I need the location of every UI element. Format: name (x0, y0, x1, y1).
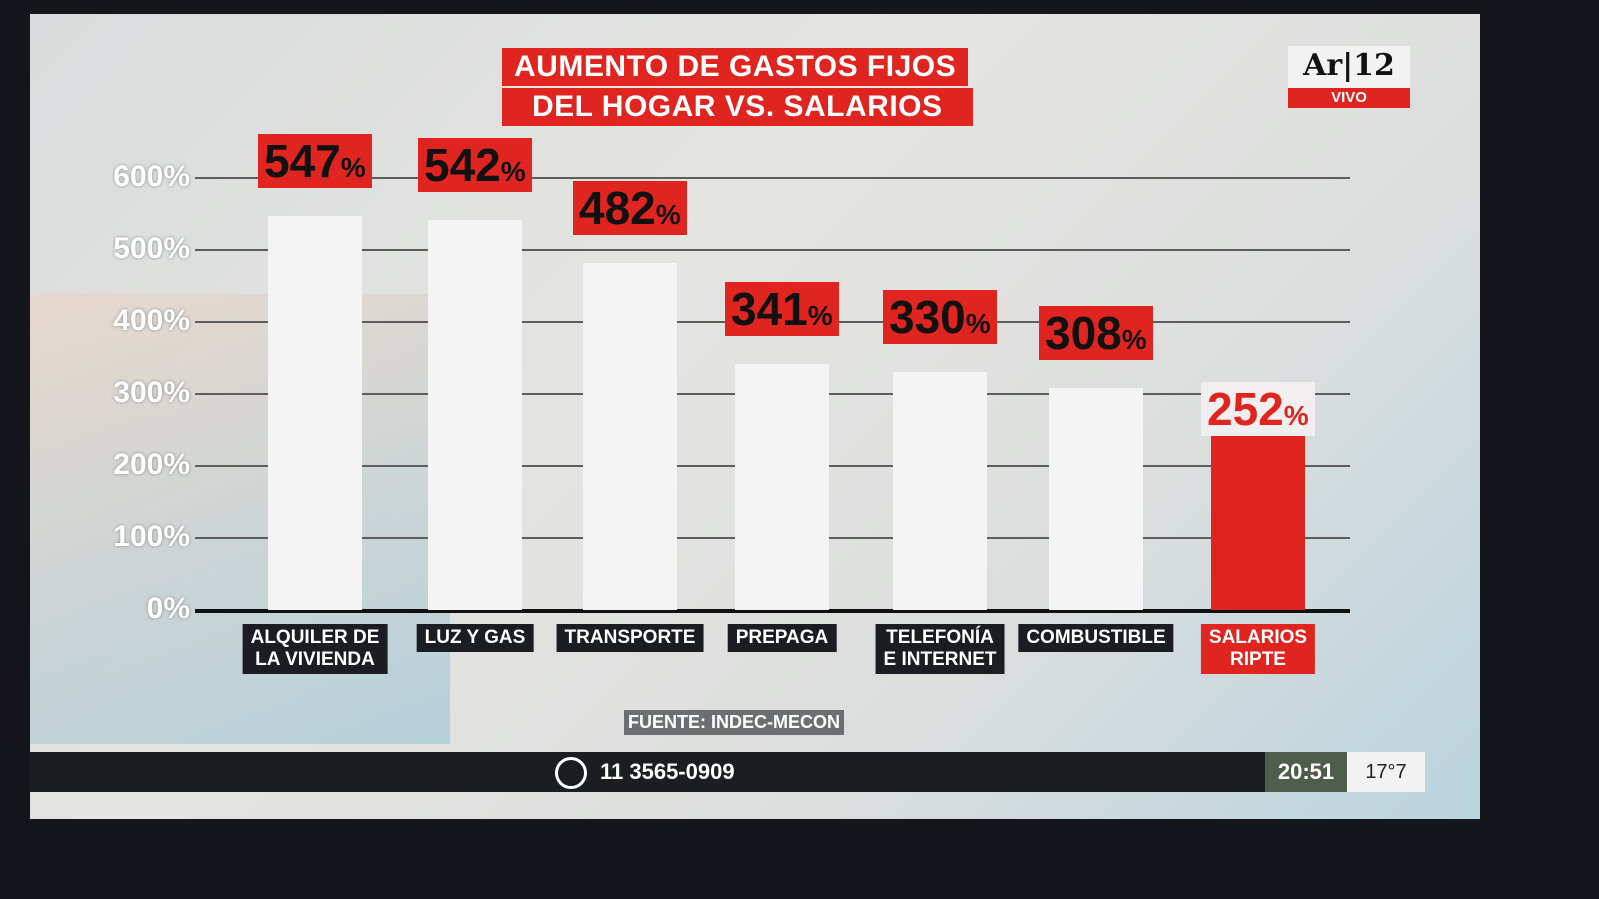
chart-title-line-2: DEL HOGAR VS. SALARIOS (502, 88, 973, 126)
bar-1 (268, 216, 362, 610)
ticker-bar: 11 3565-0909 (30, 752, 1265, 792)
value-unit: % (655, 198, 681, 230)
category-label: COMBUSTIBLE (1018, 624, 1174, 652)
value-label: 482% (573, 180, 687, 235)
value-unit: % (500, 155, 526, 187)
y-tick-label: 500% (113, 232, 190, 265)
category-label: TELEFONÍA E INTERNET (875, 624, 1005, 674)
category-label: ALQUILER DE LA VIVIENDA (242, 624, 388, 674)
gridline (195, 249, 1350, 251)
category-label: LUZ Y GAS (416, 624, 534, 652)
source-label: FUENTE: INDEC-MECON (624, 710, 844, 735)
category-label: SALARIOS RIPTE (1200, 624, 1316, 674)
y-tick-label: 0% (146, 592, 190, 625)
clock: 20:51 (1265, 752, 1347, 792)
x-axis-line (195, 609, 1350, 613)
gridline (195, 177, 1350, 179)
channel-logo: Ar|12 VIVO (1288, 46, 1410, 108)
category-label-line: RIPTE (1230, 649, 1286, 670)
y-tick-label: 300% (113, 376, 190, 409)
y-tick-label: 400% (113, 304, 190, 337)
value-label: 252% (1201, 381, 1315, 436)
value-label: 341% (725, 282, 839, 337)
category-label-line: SALARIOS (1208, 627, 1308, 648)
bar-4 (735, 364, 829, 610)
background-image (30, 294, 450, 744)
bar-2 (428, 219, 522, 610)
value-label: 542% (418, 137, 532, 192)
value-number: 341 (731, 283, 808, 336)
value-number: 482 (579, 181, 656, 234)
bar-5 (893, 372, 987, 610)
category-label-line: LA VIVIENDA (255, 649, 375, 670)
temperature: 17°7 (1347, 752, 1425, 792)
bar-7 (1211, 428, 1305, 610)
category-label-line: PREPAGA (735, 627, 829, 648)
value-unit: % (340, 152, 366, 184)
category-label: PREPAGA (727, 624, 837, 652)
category-label-line: LUZ Y GAS (424, 627, 526, 648)
value-unit: % (807, 300, 833, 332)
value-number: 330 (889, 291, 966, 344)
value-label: 330% (883, 290, 997, 345)
value-label: 308% (1039, 306, 1153, 361)
y-tick-label: 600% (113, 160, 190, 193)
y-tick-label: 100% (113, 520, 190, 553)
category-label: TRANSPORTE (556, 624, 704, 652)
value-unit: % (1283, 399, 1309, 431)
logo-text: Ar|12 (1303, 48, 1395, 83)
category-label-line: E INTERNET (883, 649, 997, 670)
value-number: 252 (1207, 382, 1284, 435)
live-badge: VIVO (1288, 88, 1410, 108)
value-unit: % (1121, 324, 1147, 356)
category-label-line: ALQUILER DE (250, 627, 380, 648)
tv-screen: AUMENTO DE GASTOS FIJOS DEL HOGAR VS. SA… (30, 14, 1480, 819)
value-number: 547 (264, 135, 341, 188)
value-number: 542 (424, 138, 501, 191)
category-label-line: TRANSPORTE (564, 627, 696, 648)
category-label-line: COMBUSTIBLE (1026, 627, 1166, 648)
whatsapp-icon (555, 757, 587, 789)
category-label-line: TELEFONÍA (886, 627, 994, 648)
bar-6 (1049, 388, 1143, 610)
phone-number: 11 3565-0909 (600, 759, 735, 784)
bar-3 (583, 262, 677, 610)
value-label: 547% (258, 134, 372, 189)
value-unit: % (965, 308, 991, 340)
value-number: 308 (1045, 307, 1122, 360)
y-tick-label: 200% (113, 448, 190, 481)
chart-title-line-1: AUMENTO DE GASTOS FIJOS (502, 48, 969, 86)
